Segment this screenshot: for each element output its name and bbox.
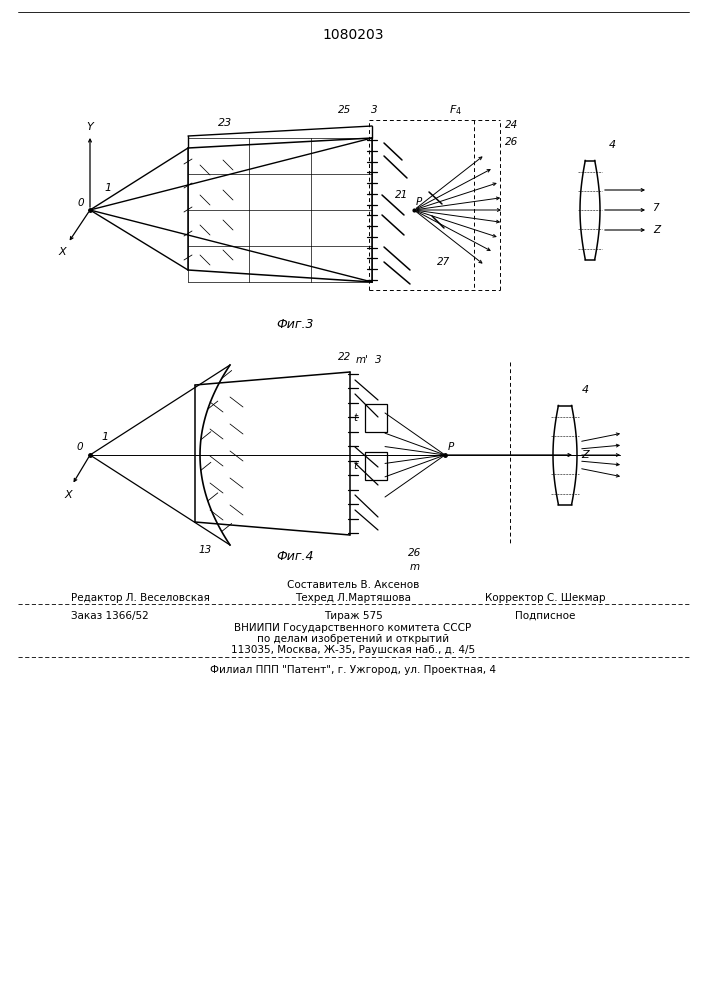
- Text: 3: 3: [375, 355, 381, 365]
- Text: 26: 26: [506, 137, 519, 147]
- Text: t: t: [353, 461, 357, 471]
- Text: 0: 0: [78, 198, 84, 208]
- Text: по делам изобретений и открытий: по делам изобретений и открытий: [257, 634, 449, 644]
- Text: 1: 1: [105, 183, 112, 193]
- Text: m: m: [410, 562, 420, 572]
- Text: Составитель В. Аксенов: Составитель В. Аксенов: [287, 580, 419, 590]
- Text: Тираж 575: Тираж 575: [324, 611, 382, 621]
- Text: X: X: [64, 490, 72, 500]
- Text: 26: 26: [409, 548, 421, 558]
- Text: 27: 27: [438, 257, 450, 267]
- Text: P: P: [416, 197, 422, 207]
- Text: Филиал ППП "Патент", г. Ужгород, ул. Проектная, 4: Филиал ППП "Патент", г. Ужгород, ул. Про…: [210, 665, 496, 675]
- Text: 0: 0: [76, 442, 83, 452]
- Text: m': m': [356, 355, 368, 365]
- Text: Корректор С. Шекмар: Корректор С. Шекмар: [485, 593, 605, 603]
- Text: Z: Z: [581, 450, 589, 460]
- Bar: [365, 404, 387, 432]
- Text: t: t: [353, 413, 357, 423]
- Text: P: P: [448, 442, 454, 452]
- Text: 1: 1: [101, 432, 109, 442]
- Text: Фиг.4: Фиг.4: [276, 550, 314, 564]
- Text: 23: 23: [218, 118, 232, 128]
- Text: Техред Л.Мартяшова: Техред Л.Мартяшова: [295, 593, 411, 603]
- Text: 21: 21: [395, 190, 409, 200]
- Text: X: X: [58, 247, 66, 257]
- Text: 13: 13: [199, 545, 211, 555]
- Text: Z: Z: [653, 225, 660, 235]
- Text: 22: 22: [339, 352, 351, 362]
- Text: Редактор Л. Веселовская: Редактор Л. Веселовская: [71, 593, 209, 603]
- Text: Фиг.3: Фиг.3: [276, 318, 314, 332]
- Text: 7: 7: [652, 203, 658, 213]
- Bar: [365, 452, 387, 480]
- Text: $F_4$: $F_4$: [448, 103, 462, 117]
- Text: ВНИИПИ Государственного комитета СССР: ВНИИПИ Государственного комитета СССР: [235, 623, 472, 633]
- Text: 113035, Москва, Ж-35, Раушская наб., д. 4/5: 113035, Москва, Ж-35, Раушская наб., д. …: [231, 645, 475, 655]
- Text: 24: 24: [506, 120, 519, 130]
- Text: 4: 4: [609, 140, 616, 150]
- Text: 1080203: 1080203: [322, 28, 384, 42]
- Text: 25: 25: [339, 105, 351, 115]
- Text: Подписное: Подписное: [515, 611, 575, 621]
- Text: Заказ 1366/52: Заказ 1366/52: [71, 611, 149, 621]
- Text: 3: 3: [370, 105, 378, 115]
- Text: Y: Y: [87, 122, 93, 132]
- Text: 4: 4: [581, 385, 588, 395]
